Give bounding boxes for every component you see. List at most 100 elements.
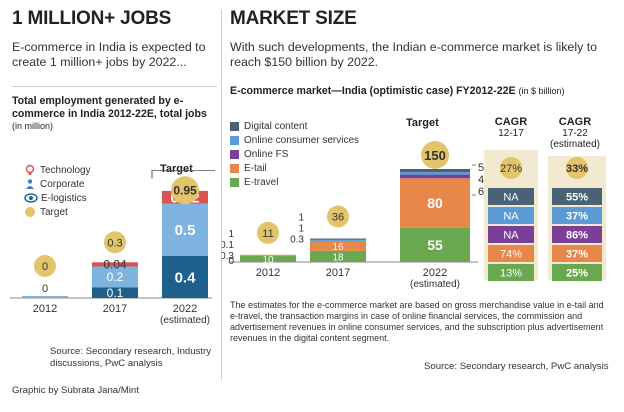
bar-segment bbox=[400, 178, 470, 228]
bar-segment bbox=[92, 262, 138, 267]
legend-item-etail: E-tail bbox=[230, 161, 359, 175]
cagr-target-marker bbox=[566, 157, 588, 179]
cagr-cell bbox=[488, 245, 534, 262]
cagr-cell bbox=[552, 207, 602, 224]
category-label: 2012 bbox=[33, 303, 57, 315]
bar-segment bbox=[400, 174, 470, 179]
target-value-label: 36 bbox=[332, 212, 344, 224]
bar-segment bbox=[162, 256, 208, 298]
side-value-label: 1 bbox=[298, 213, 304, 224]
swatch-icon bbox=[230, 149, 239, 159]
category-label: 2017 bbox=[103, 303, 127, 315]
right-headline: MARKET SIZE bbox=[230, 8, 357, 29]
right-subtitle-text: E-commerce market—India (optimistic case… bbox=[230, 85, 516, 97]
legend-item-digital-content: Digital content bbox=[230, 119, 359, 133]
target-marker bbox=[327, 205, 349, 228]
cagr-cell bbox=[488, 226, 534, 243]
right-subtitle-unit: (in $ billion) bbox=[518, 86, 565, 96]
right-legend: Digital content Online consumer services… bbox=[230, 119, 359, 189]
category-sublabel: (estimated) bbox=[160, 315, 210, 326]
market-chart: 1010.10.301120121816110.3362017558054615… bbox=[222, 141, 606, 290]
cagr-note: (estimated) bbox=[549, 139, 600, 150]
bar-value-label: 16 bbox=[332, 242, 344, 253]
cagr-value: NA bbox=[503, 230, 519, 242]
target-marker bbox=[104, 231, 126, 254]
left-source: Source: Secondary research, Industry dis… bbox=[50, 346, 212, 369]
cagr-value: 33% bbox=[566, 163, 588, 175]
category-label: 2022 bbox=[423, 267, 447, 279]
bar-segment bbox=[92, 266, 138, 288]
right-note: The estimates for the e-commerce market … bbox=[230, 300, 604, 343]
target-marker bbox=[421, 141, 449, 169]
cagr-value: 27% bbox=[500, 163, 522, 175]
bar-value-label: 80 bbox=[427, 195, 443, 211]
cagr-value: 37% bbox=[566, 211, 588, 223]
side-value-label: 0.1 bbox=[222, 240, 234, 251]
bulb-icon bbox=[25, 164, 35, 175]
left-divider bbox=[12, 86, 217, 87]
left-target-label: Target bbox=[160, 163, 193, 175]
legend-label: Technology bbox=[40, 164, 91, 176]
bar-value-label: 0.4 bbox=[175, 269, 197, 286]
legend-item-online-fs: Online FS bbox=[230, 147, 359, 161]
bar-value-label: 0.1 bbox=[107, 286, 124, 300]
legend-label: Target bbox=[40, 206, 68, 218]
cagr-title: CAGR bbox=[558, 116, 592, 128]
swatch-icon bbox=[230, 163, 239, 173]
legend-label: Digital content bbox=[244, 120, 308, 132]
cagr-cell bbox=[552, 188, 602, 205]
bar-segment bbox=[240, 255, 296, 262]
legend-label: Corporate bbox=[40, 178, 85, 190]
side-value-label: 1 bbox=[228, 229, 234, 240]
bar-segment bbox=[162, 203, 208, 256]
side-value-label: 1 bbox=[298, 224, 304, 235]
eye-icon bbox=[24, 193, 38, 203]
swatch-icon bbox=[230, 177, 239, 187]
side-value-label: 4 bbox=[478, 174, 484, 186]
left-headline: 1 MILLION+ JOBS bbox=[12, 8, 172, 29]
legend-item-corporate: Corporate bbox=[24, 177, 91, 191]
side-value-label: 6 bbox=[478, 186, 484, 198]
cagr-value: 86% bbox=[566, 230, 588, 242]
category-label: 2012 bbox=[256, 267, 280, 279]
people-icon bbox=[26, 179, 34, 189]
legend-label: E-travel bbox=[244, 176, 279, 188]
target-value-label: 0 bbox=[42, 261, 48, 273]
target-marker bbox=[257, 221, 279, 244]
target-value-label: 0.95 bbox=[173, 183, 197, 197]
cagr-header-1722: CAGR 17-22 (estimated) bbox=[545, 116, 605, 151]
bar-value-label: 18 bbox=[332, 252, 344, 263]
cagr-value: 74% bbox=[500, 249, 522, 261]
left-subtitle: Total employment generated by e-commerce… bbox=[12, 95, 218, 133]
right-target-label: Target bbox=[406, 117, 439, 129]
right-lede: With such developments, the Indian e-com… bbox=[230, 40, 598, 69]
bar-segment bbox=[92, 287, 138, 298]
swatch-icon bbox=[230, 135, 239, 145]
cagr-value: 37% bbox=[566, 249, 588, 261]
right-subtitle: E-commerce market—India (optimistic case… bbox=[230, 85, 620, 98]
cagr-value: 55% bbox=[566, 192, 588, 204]
bar-segment bbox=[310, 250, 366, 262]
side-value-label: 0.3 bbox=[290, 235, 304, 246]
left-legend: Technology Corporate E-logistics Target bbox=[24, 163, 91, 219]
category-label: 2022 bbox=[173, 303, 197, 315]
bar-segment bbox=[240, 254, 296, 256]
jobs-chart: 0020120.10.20.040.320170.40.50.120.95202… bbox=[10, 170, 215, 326]
bar-segment bbox=[400, 172, 470, 175]
legend-item-online-consumer-services: Online consumer services bbox=[230, 133, 359, 147]
right-source: Source: Secondary research, PwC analysis bbox=[424, 361, 609, 372]
cagr-cell bbox=[552, 226, 602, 243]
bar-value-label: 0.2 bbox=[107, 270, 124, 284]
cagr-cell bbox=[488, 188, 534, 205]
target-bracket bbox=[151, 170, 215, 179]
left-lede: E-commerce in India is expected to creat… bbox=[12, 40, 206, 69]
cagr-header-1217: CAGR 12-17 bbox=[483, 117, 539, 140]
cagr-value: NA bbox=[503, 211, 519, 223]
swatch-icon bbox=[230, 121, 239, 131]
bar-segment bbox=[310, 240, 366, 251]
cagr-value: 13% bbox=[500, 268, 522, 280]
cagr-target-marker bbox=[500, 157, 522, 179]
side-value-label: 0 bbox=[228, 256, 234, 267]
target-value-label: 11 bbox=[262, 228, 273, 240]
dot-icon bbox=[25, 207, 35, 217]
